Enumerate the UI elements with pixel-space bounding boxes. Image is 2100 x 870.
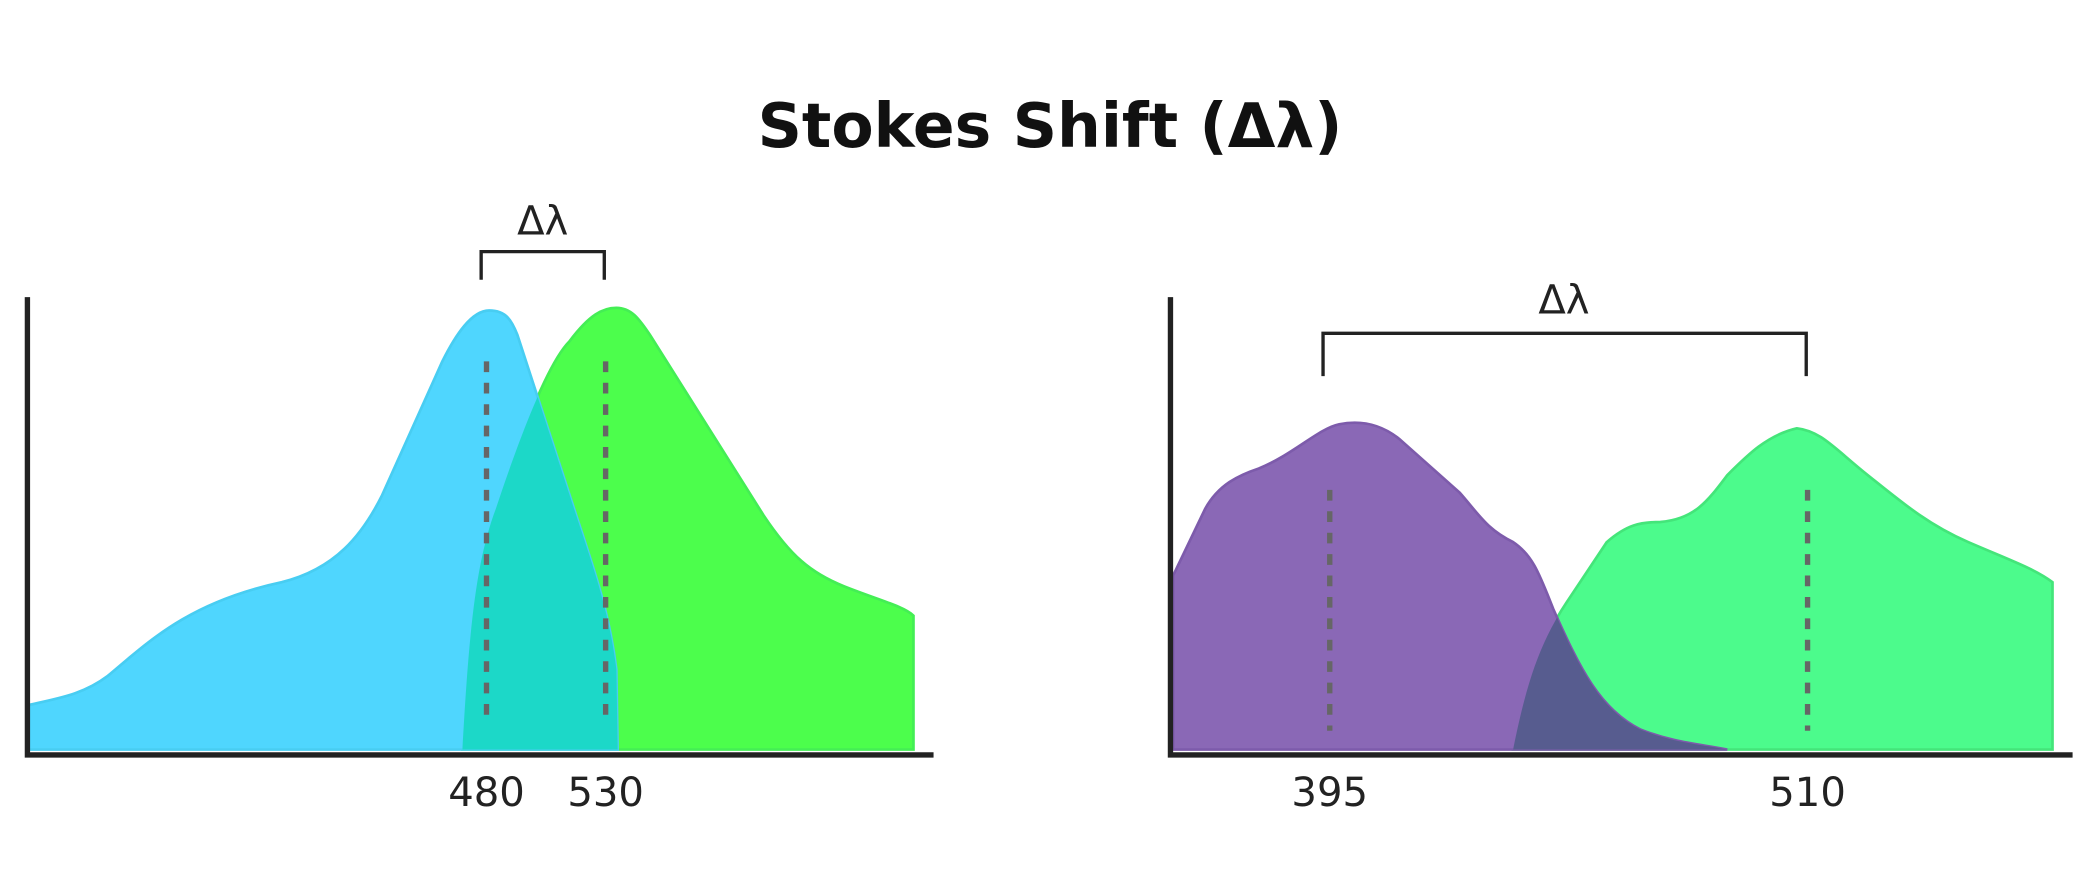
peak-label: 395 — [1291, 770, 1368, 816]
delta-label: Δλ — [1538, 277, 1589, 323]
shift-bracket — [479, 249, 606, 280]
panel-left: Δλ 480 530 — [24, 199, 934, 816]
axes — [1167, 297, 2073, 758]
delta-label: Δλ — [517, 199, 568, 245]
panel-right: Δλ 395 510 — [1167, 277, 2073, 816]
peak-label: 530 — [567, 770, 644, 816]
peak-label: 480 — [448, 770, 525, 816]
axes — [24, 297, 934, 758]
title: Stokes Shift (Δλ) — [758, 90, 1343, 162]
emission-curve — [1511, 426, 2054, 751]
shift-bracket — [1321, 331, 1808, 377]
peak-label: 510 — [1769, 770, 1846, 816]
